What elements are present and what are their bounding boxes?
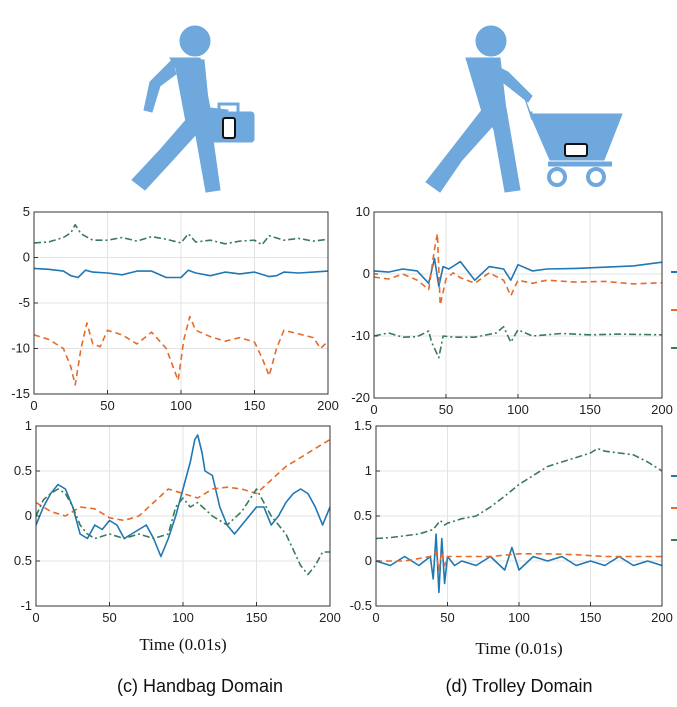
series-line-2 — [35, 438, 331, 522]
y-tick-label: 0 — [365, 553, 372, 568]
x-tick-label: 0 — [372, 610, 379, 625]
x-tick-label: 50 — [100, 398, 114, 413]
x-tick-label: 0 — [32, 610, 39, 625]
series-line-1 — [375, 533, 663, 594]
x-tick-label: 50 — [439, 402, 453, 417]
x-tick-label: 150 — [246, 610, 268, 625]
y-tick-label: -1 — [20, 598, 32, 613]
y-tick-label: -10 — [11, 341, 30, 356]
y-tick-label: 0.5 — [354, 508, 372, 523]
x-tick-label: 0 — [30, 398, 37, 413]
series-line-2 — [376, 551, 662, 571]
x-tick-label: 100 — [507, 402, 529, 417]
series-line-2 — [33, 315, 329, 386]
y-tick-label: 0 — [23, 250, 30, 265]
y-tick-label: 1.5 — [354, 418, 372, 433]
y-tick-label: 0.5 — [14, 553, 32, 568]
x-tick-label: 150 — [580, 610, 602, 625]
y-tick-label: 0 — [363, 266, 370, 281]
x-axis-label: Time (0.01s) — [139, 635, 226, 654]
x-tick-label: 150 — [579, 402, 601, 417]
x-tick-label: 100 — [170, 398, 192, 413]
series-line-3 — [375, 447, 663, 540]
y-tick-label: -10 — [351, 328, 370, 343]
chart-bottom-left: 0 50 100 150 200 1 0.5 0 0.5 -1 Time (0.01s) — [14, 418, 341, 654]
series-line-1 — [373, 257, 663, 288]
x-tick-label: 200 — [651, 402, 673, 417]
series-line-3 — [373, 325, 663, 359]
x-tick-label: 200 — [317, 398, 339, 413]
y-tick-label: -15 — [11, 386, 30, 401]
y-tick-label: 0 — [25, 508, 32, 523]
walking-person-pushing-trolley-icon — [425, 25, 623, 193]
x-tick-label: 50 — [440, 610, 454, 625]
y-tick-label: 1 — [365, 463, 372, 478]
x-tick-label: 50 — [102, 610, 116, 625]
y-tick-label: -5 — [18, 295, 30, 310]
y-tick-label: 5 — [23, 204, 30, 219]
x-tick-label: 0 — [370, 402, 377, 417]
series-line-3 — [35, 488, 330, 576]
caption-left: (c) Handbag Domain — [117, 676, 283, 696]
x-tick-label: 200 — [319, 610, 341, 625]
y-tick-label: 1 — [25, 418, 32, 433]
x-tick-label: 150 — [244, 398, 266, 413]
series-line-2 — [373, 232, 663, 306]
y-tick-label: -0.5 — [350, 598, 372, 613]
x-tick-label: 100 — [172, 610, 194, 625]
caption-right: (d) Trolley Domain — [445, 676, 592, 696]
x-axis-label: Time (0.01s) — [475, 639, 562, 658]
series-line-1 — [35, 434, 331, 558]
x-tick-label: 100 — [508, 610, 530, 625]
series-line-3 — [33, 223, 329, 246]
walking-person-with-handbag-icon — [131, 25, 255, 193]
y-tick-label: -20 — [351, 390, 370, 405]
x-tick-label: 200 — [651, 610, 673, 625]
series-line-1 — [33, 267, 329, 279]
y-tick-label: 0.5 — [14, 463, 32, 478]
y-tick-label: 10 — [356, 204, 370, 219]
